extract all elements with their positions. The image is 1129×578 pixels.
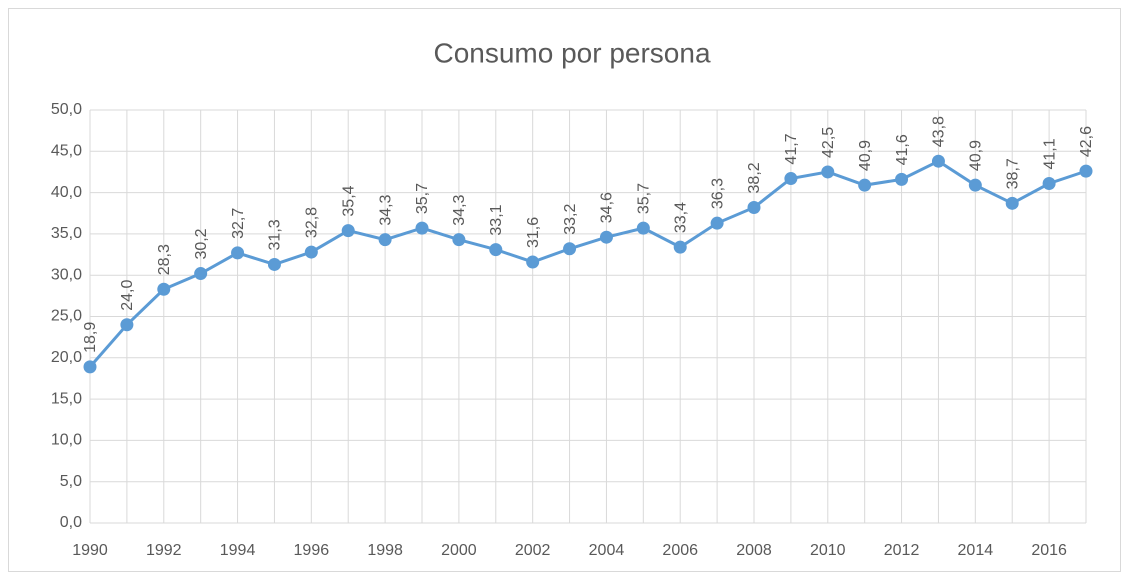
data-point [858, 178, 872, 192]
x-tick-label: 2004 [589, 542, 625, 559]
x-tick-label: 2002 [515, 542, 551, 559]
data-label: 38,2 [746, 162, 763, 193]
x-tick-label: 1992 [146, 542, 182, 559]
data-label: 35,7 [636, 183, 653, 214]
data-point [636, 221, 650, 235]
data-point [563, 242, 577, 256]
data-label: 24,0 [119, 280, 136, 311]
data-label: 31,3 [267, 219, 284, 250]
x-tick-label: 1996 [294, 542, 330, 559]
data-label: 31,6 [525, 217, 542, 248]
data-label: 33,2 [562, 204, 579, 235]
data-point [821, 165, 835, 179]
data-label: 36,3 [709, 178, 726, 209]
data-point [378, 233, 392, 247]
data-label: 41,1 [1041, 138, 1058, 169]
y-tick-label: 25,0 [51, 308, 82, 325]
y-tick-label: 30,0 [51, 266, 82, 283]
data-point [194, 267, 208, 281]
data-label: 34,3 [451, 194, 468, 225]
data-point [599, 230, 613, 244]
data-label: 42,6 [1078, 126, 1095, 157]
data-point [747, 200, 761, 214]
data-label: 35,4 [340, 185, 357, 216]
data-label: 41,6 [894, 134, 911, 165]
y-tick-label: 35,0 [51, 225, 82, 242]
data-label: 30,2 [193, 228, 210, 259]
data-point [489, 243, 503, 257]
data-point [895, 172, 909, 186]
data-label: 40,9 [968, 140, 985, 171]
y-tick-label: 45,0 [51, 143, 82, 160]
x-tick-label: 2000 [441, 542, 477, 559]
data-label: 35,7 [414, 183, 431, 214]
x-tick-label: 1998 [367, 542, 403, 559]
data-point [931, 154, 945, 168]
data-point [304, 245, 318, 259]
x-tick-label: 2012 [884, 542, 920, 559]
x-tick-label: 2008 [736, 542, 772, 559]
x-tick-label: 2006 [662, 542, 698, 559]
y-tick-label: 50,0 [51, 101, 82, 118]
data-label: 42,5 [820, 127, 837, 158]
data-label: 18,9 [82, 322, 99, 353]
data-label: 32,8 [304, 207, 321, 238]
x-tick-label: 2014 [958, 542, 994, 559]
data-label: 34,6 [599, 192, 616, 223]
data-label: 38,7 [1004, 158, 1021, 189]
data-label: 28,3 [156, 244, 173, 275]
data-label: 40,9 [857, 140, 874, 171]
y-tick-label: 20,0 [51, 349, 82, 366]
data-point [673, 240, 687, 254]
data-label: 33,1 [488, 204, 505, 235]
data-point [415, 221, 429, 235]
data-point [1079, 164, 1093, 178]
data-point [1005, 196, 1019, 210]
data-label: 33,4 [672, 202, 689, 233]
x-tick-label: 1994 [220, 542, 256, 559]
chart-title: Consumo por persona [433, 37, 710, 68]
data-point [120, 318, 134, 332]
y-tick-label: 5,0 [60, 473, 82, 490]
data-point [784, 172, 798, 186]
data-point [341, 224, 355, 238]
x-tick-label: 2016 [1031, 542, 1067, 559]
data-point [157, 282, 171, 296]
series-line [88, 159, 1087, 368]
data-point [231, 246, 245, 260]
x-tick-label: 2010 [810, 542, 846, 559]
data-point [452, 233, 466, 247]
y-tick-label: 0,0 [60, 514, 82, 531]
data-point [710, 216, 724, 230]
data-point [1042, 177, 1056, 191]
chart-border [8, 8, 1121, 572]
data-label: 43,8 [931, 116, 948, 147]
y-tick-label: 40,0 [51, 184, 82, 201]
y-tick-label: 15,0 [51, 390, 82, 407]
data-label: 32,7 [230, 208, 247, 239]
data-point [526, 255, 540, 269]
data-label: 34,3 [377, 194, 394, 225]
data-point [968, 178, 982, 192]
x-tick-label: 1990 [72, 542, 108, 559]
data-label: 41,7 [783, 133, 800, 164]
y-tick-label: 10,0 [51, 432, 82, 449]
data-point [83, 360, 97, 374]
data-point [267, 257, 281, 271]
